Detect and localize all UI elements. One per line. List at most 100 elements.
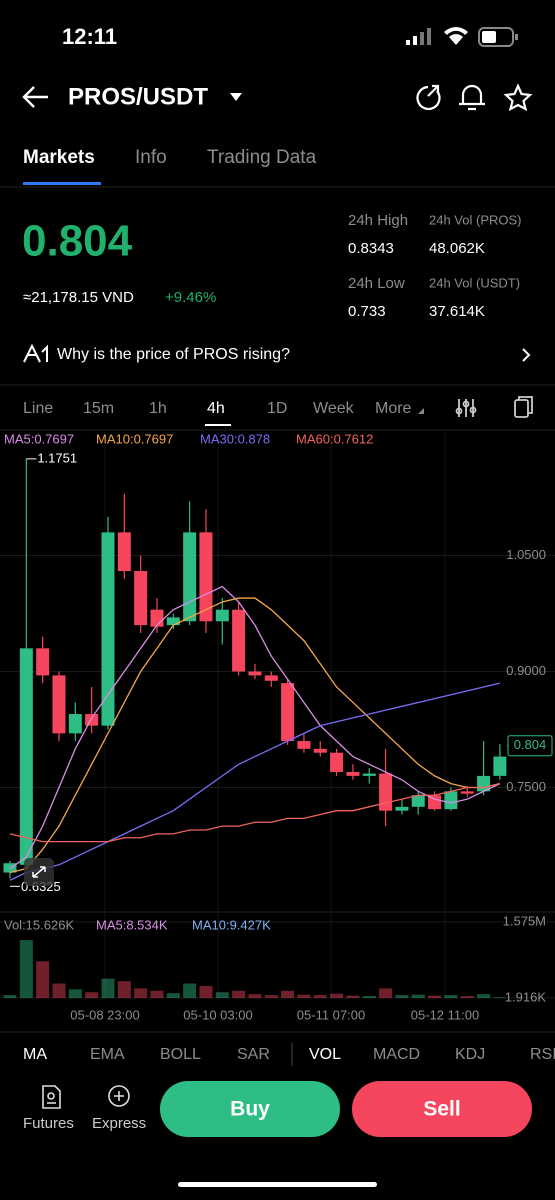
fullscreen-icon xyxy=(32,866,46,878)
indicator-tab[interactable]: MACD xyxy=(373,1046,420,1063)
interval[interactable]: 1D xyxy=(267,400,287,417)
last-price-label: 0.804 xyxy=(514,737,547,752)
tab[interactable]: Markets xyxy=(23,147,95,168)
volume-bar xyxy=(330,993,344,998)
interval[interactable]: More xyxy=(375,400,412,417)
volume-bar xyxy=(379,988,393,998)
volume-bar xyxy=(460,996,474,998)
volume-bar xyxy=(85,992,99,998)
y-tick-label: 0.7500 xyxy=(506,779,546,794)
status-icons xyxy=(406,27,518,47)
volume-bar xyxy=(150,990,164,998)
volume-bar xyxy=(297,994,311,998)
candle-body xyxy=(460,791,474,794)
sell-button[interactable] xyxy=(352,1081,532,1137)
futures-label[interactable]: Futures xyxy=(23,1115,74,1132)
buy-button[interactable] xyxy=(160,1081,340,1137)
tab[interactable]: Trading Data xyxy=(207,147,317,168)
volume-bar xyxy=(346,995,360,998)
price-change: +9.46% xyxy=(165,289,216,306)
ma-line xyxy=(9,682,501,881)
last-price-tag xyxy=(507,735,553,757)
interval-underline xyxy=(205,424,231,426)
stat-value: 0.733 xyxy=(348,303,386,320)
volume-bar xyxy=(215,992,229,998)
candle-body xyxy=(379,773,393,811)
sell-label[interactable]: Sell xyxy=(423,1098,460,1121)
volume-bar xyxy=(183,983,197,998)
indicator-tab[interactable]: KDJ xyxy=(455,1046,485,1063)
insight-icon xyxy=(23,343,48,363)
volume-bar xyxy=(248,994,262,998)
volume-bar xyxy=(444,995,458,998)
indicator-tab[interactable]: EMA xyxy=(90,1046,125,1063)
indicator-tab[interactable]: SAR xyxy=(237,1046,270,1063)
candle-body xyxy=(330,752,344,773)
status-time: 12:11 xyxy=(62,24,117,49)
buy-label[interactable]: Buy xyxy=(230,1098,270,1121)
stat-value: 0.8343 xyxy=(348,240,394,257)
back-icon[interactable] xyxy=(22,86,48,108)
volume-bar xyxy=(52,983,66,998)
x-tick-label: 05-11 07:00 xyxy=(297,1007,365,1022)
candle-body xyxy=(297,741,311,749)
candle-body xyxy=(85,714,99,726)
volume-bar xyxy=(117,981,131,998)
candle-body xyxy=(346,772,360,776)
candle-body xyxy=(444,791,458,810)
stat-label: 24h Low xyxy=(348,275,405,292)
vol-legend: Vol:15.626K xyxy=(4,917,74,932)
interval[interactable]: Week xyxy=(313,400,355,417)
stat-label: 24h High xyxy=(348,212,408,229)
volume-bar xyxy=(477,994,491,998)
ma-legend: MA60:0.7612 xyxy=(296,431,373,446)
kline-chart: 1.0500 0.9000 0.7500 05-08 23:00 05-10 03:00… xyxy=(0,430,555,1022)
last-price: 0.804 xyxy=(22,217,133,266)
high-label: 1.1751 xyxy=(37,450,77,465)
candle-body xyxy=(101,532,115,726)
volume-bar xyxy=(19,940,33,998)
candle-body xyxy=(199,532,213,622)
volume-bar xyxy=(101,978,115,998)
interval[interactable]: 4h xyxy=(207,400,225,417)
fiat-price: ≈21,178.15 VND xyxy=(23,289,134,306)
candle-body xyxy=(19,648,33,865)
stat-value: 37.614K xyxy=(429,303,485,320)
chevron[interactable] xyxy=(522,348,531,362)
express-label[interactable]: Express xyxy=(92,1115,146,1132)
home-indicator xyxy=(178,1182,377,1187)
more-arrow xyxy=(418,408,424,414)
volume-bar xyxy=(232,990,246,998)
header-icons[interactable] xyxy=(416,83,533,112)
vol-tick-label: 1.575M xyxy=(503,913,546,928)
indicator-tab[interactable]: BOLL xyxy=(160,1046,201,1063)
candle-body xyxy=(248,671,262,676)
indicator-tab[interactable]: RSI xyxy=(530,1046,555,1063)
footer-icons[interactable] xyxy=(42,1085,130,1109)
volume-bar xyxy=(428,995,442,998)
volume-bar xyxy=(134,988,148,998)
candle-body xyxy=(395,806,409,811)
insight[interactable]: Why is the price of PROS rising? xyxy=(57,346,290,363)
volume-bar xyxy=(395,995,409,998)
interval[interactable]: 1h xyxy=(149,400,167,417)
pair-dropdown[interactable] xyxy=(230,93,242,101)
interval[interactable]: 15m xyxy=(83,400,114,417)
volume-bar xyxy=(199,985,213,998)
stat-value: 48.062K xyxy=(429,240,485,257)
pair-title[interactable]: PROS/USDT xyxy=(68,83,208,110)
vol-legend: MA10:9.427K xyxy=(192,917,271,932)
chart-tools[interactable] xyxy=(455,396,533,418)
indicator-tab[interactable]: VOL xyxy=(309,1046,341,1063)
ma-line xyxy=(9,585,501,870)
volume-bar xyxy=(68,989,82,998)
interval[interactable]: Line xyxy=(23,400,53,417)
ma-legend: MA10:0.7697 xyxy=(96,431,173,446)
indicator-tab[interactable]: MA xyxy=(23,1046,47,1063)
candle-body xyxy=(313,748,327,753)
y-tick-label: 1.0500 xyxy=(506,547,546,562)
volume-bar xyxy=(264,995,278,998)
tab[interactable]: Info xyxy=(135,147,167,168)
x-tick-label: 05-10 03:00 xyxy=(183,1007,252,1022)
ma-line xyxy=(9,597,501,874)
